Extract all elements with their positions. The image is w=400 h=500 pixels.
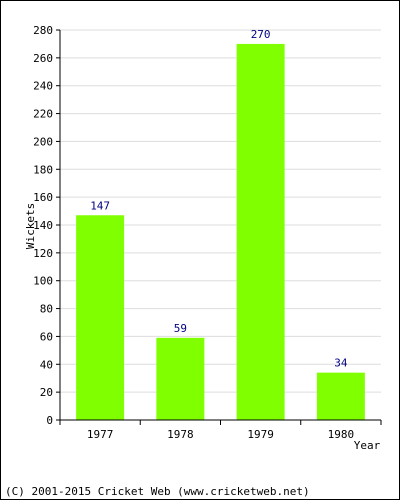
copyright-notice: (C) 2001-2015 Cricket Web (www.cricketwe… [5, 485, 310, 498]
data-label-1979: 270 [251, 28, 271, 41]
y-axis-title: Wickets [24, 203, 37, 249]
x-tick-label: 1978 [167, 428, 194, 441]
labels: 0 20 40 60 80 100 120 140 160 180 200 220 240 260 280 1… [33, 24, 354, 441]
x-tick-label: 1979 [247, 428, 274, 441]
x-tick-label: 1977 [87, 428, 114, 441]
data-label-1978: 59 [174, 322, 187, 335]
bars [76, 43, 365, 421]
x-tick-label: 1980 [328, 428, 355, 441]
y-tick-label: 40 [40, 358, 53, 371]
y-tick-label: 80 [40, 303, 53, 316]
y-tick-label: 100 [33, 275, 53, 288]
x-axis-title: Year [354, 439, 381, 452]
y-tick-label: 160 [33, 191, 53, 204]
bar-1980 [316, 372, 365, 420]
data-label-1977: 147 [90, 199, 110, 212]
bar-1979 [236, 43, 285, 421]
y-tick-label: 60 [40, 330, 53, 343]
data-label-1980: 34 [334, 357, 348, 370]
axes [56, 29, 382, 425]
bar-1978 [156, 337, 205, 420]
y-tick-label: 280 [33, 24, 53, 37]
bar-1977 [76, 215, 125, 420]
y-tick-label: 200 [33, 135, 53, 148]
y-tick-label: 120 [33, 247, 53, 260]
y-tick-label: 180 [33, 163, 53, 176]
y-tick-label: 260 [33, 52, 53, 65]
y-tick-label: 140 [33, 219, 53, 232]
y-tick-label: 0 [46, 414, 53, 427]
y-tick-label: 220 [33, 108, 53, 121]
y-tick-label: 240 [33, 80, 53, 93]
y-tick-label: 20 [40, 386, 53, 399]
